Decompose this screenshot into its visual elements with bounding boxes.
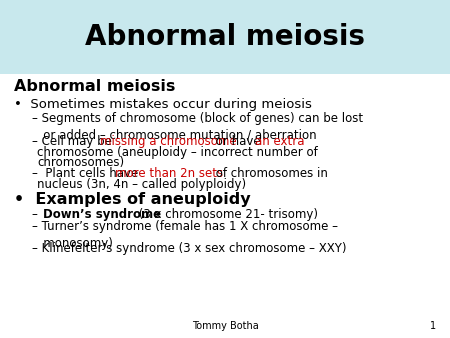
Text: nucleus (3n, 4n – called polyploidy): nucleus (3n, 4n – called polyploidy): [37, 178, 246, 191]
Text: Abnormal meiosis: Abnormal meiosis: [14, 79, 175, 94]
Text: chromosomes): chromosomes): [37, 156, 124, 169]
Text: an extra: an extra: [255, 135, 304, 148]
Text: chromosome (aneuploidy – incorrect number of: chromosome (aneuploidy – incorrect numbe…: [37, 146, 318, 159]
Text: of chromosomes in: of chromosomes in: [212, 167, 328, 180]
Text: Down’s syndrome: Down’s syndrome: [43, 208, 161, 221]
Text: •  Sometimes mistakes occur during meiosis: • Sometimes mistakes occur during meiosi…: [14, 98, 311, 111]
Text: –: –: [32, 208, 41, 221]
Text: or have: or have: [212, 135, 264, 148]
Text: •  Examples of aneuploidy: • Examples of aneuploidy: [14, 192, 250, 207]
Text: Tommy Botha: Tommy Botha: [192, 320, 258, 331]
Text: more than 2n sets: more than 2n sets: [115, 167, 223, 180]
Text: – Klinefelter’s syndrome (3 x sex chromosome – XXY): – Klinefelter’s syndrome (3 x sex chromo…: [32, 242, 346, 255]
Text: 1: 1: [430, 320, 436, 331]
Text: Abnormal meiosis: Abnormal meiosis: [85, 23, 365, 51]
Text: – Segments of chromosome (block of genes) can be lost
   or added – chromosome m: – Segments of chromosome (block of genes…: [32, 112, 363, 142]
Text: – Cell may be: – Cell may be: [32, 135, 115, 148]
Text: – Turner’s syndrome (female has 1 X chromosome –
   monosomy): – Turner’s syndrome (female has 1 X chro…: [32, 220, 338, 250]
Text: (3 x chromosome 21- trisomy): (3 x chromosome 21- trisomy): [135, 208, 318, 221]
Text: missing a chromosome: missing a chromosome: [100, 135, 237, 148]
Text: –  Plant cells have: – Plant cells have: [32, 167, 141, 180]
Bar: [0, 0, 450, 74]
